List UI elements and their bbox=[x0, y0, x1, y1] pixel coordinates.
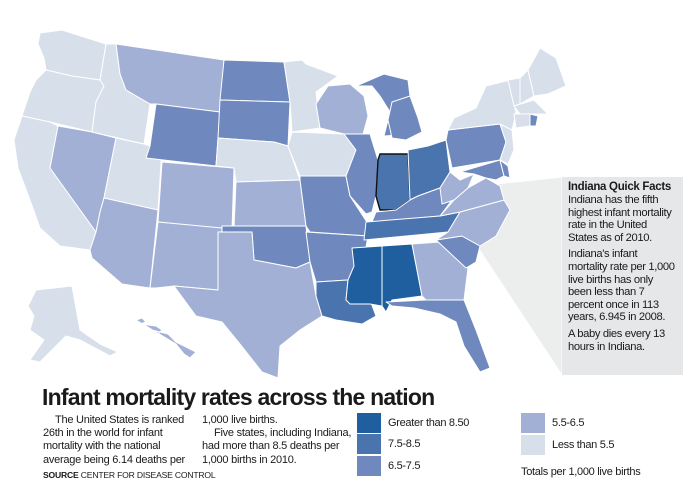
state-NY bbox=[447, 79, 517, 131]
state-WY bbox=[145, 103, 221, 167]
legend-label: Greater than 8.50 bbox=[388, 417, 470, 429]
legend-item-5-5-6-5: 5.5-6.5 bbox=[521, 413, 584, 433]
state-ME bbox=[527, 47, 567, 97]
source-credit: SOURCE CENTER FOR DISEASE CONTROL bbox=[43, 470, 216, 480]
legend-label: 7.5-8.5 bbox=[388, 438, 421, 450]
state-MI-lower bbox=[387, 95, 423, 141]
article-text: The United States is ranked 26th in the … bbox=[43, 414, 185, 466]
state-AK bbox=[27, 285, 119, 363]
state-KS bbox=[233, 179, 307, 229]
legend-note: Totals per 1,000 live births bbox=[521, 466, 641, 478]
state-WV bbox=[439, 171, 475, 205]
article-text: 1,000 live births. bbox=[202, 414, 278, 426]
legend-item-gt85: Greater than 8.50 bbox=[357, 413, 469, 433]
legend-item-6-5-7-5: 6.5-7.5 bbox=[357, 456, 420, 476]
legend-swatch bbox=[357, 413, 381, 433]
source-label: SOURCE bbox=[43, 470, 79, 480]
state-IL bbox=[343, 133, 379, 215]
state-IA bbox=[287, 131, 357, 177]
legend-item-lt55: Less than 5.5 bbox=[521, 435, 614, 455]
state-CT bbox=[513, 113, 531, 129]
article-column-1: The United States is ranked 26th in the … bbox=[43, 414, 193, 467]
legend-swatch bbox=[521, 435, 545, 455]
legend-swatch bbox=[357, 434, 381, 454]
quick-fact: Indiana has the fifth highest infant mor… bbox=[568, 194, 672, 244]
state-HI bbox=[135, 317, 197, 359]
state-ND bbox=[219, 59, 291, 103]
map-title: Infant mortality rates across the nation bbox=[42, 384, 435, 410]
state-FL bbox=[385, 299, 491, 373]
legend-swatch bbox=[357, 456, 381, 476]
state-MA bbox=[513, 99, 549, 115]
legend-item-7-5-8-5: 7.5-8.5 bbox=[357, 434, 420, 454]
legend-label: Less than 5.5 bbox=[552, 439, 615, 451]
state-CO bbox=[157, 161, 235, 231]
state-AZ bbox=[89, 197, 159, 289]
article-text: Five states, including Indiana, had more… bbox=[202, 427, 352, 466]
us-choropleth-map bbox=[13, 29, 567, 379]
quick-facts-heading: Indiana Quick Facts bbox=[568, 181, 671, 193]
source-text: CENTER FOR DISEASE CONTROL bbox=[80, 470, 216, 480]
state-NM bbox=[149, 221, 223, 291]
legend-label: 6.5-7.5 bbox=[388, 460, 421, 472]
legend-swatch bbox=[521, 413, 545, 433]
state-DE bbox=[499, 159, 511, 179]
quick-fact: Indiana's infant mortality rate per 1,00… bbox=[568, 248, 675, 324]
legend-label: 5.5-6.5 bbox=[552, 417, 585, 429]
state-MN bbox=[283, 59, 339, 133]
article-column-2: 1,000 live births. Five states, includin… bbox=[202, 414, 352, 467]
state-IN bbox=[375, 153, 411, 211]
state-TX bbox=[173, 231, 323, 379]
state-RI bbox=[529, 113, 539, 127]
quick-fact: A baby dies every 13 hours in Indiana. bbox=[568, 327, 665, 353]
state-CA bbox=[13, 115, 97, 251]
indiana-quick-facts-box: Indiana Quick Facts Indiana has the fift… bbox=[562, 177, 683, 375]
state-WI bbox=[315, 83, 369, 139]
